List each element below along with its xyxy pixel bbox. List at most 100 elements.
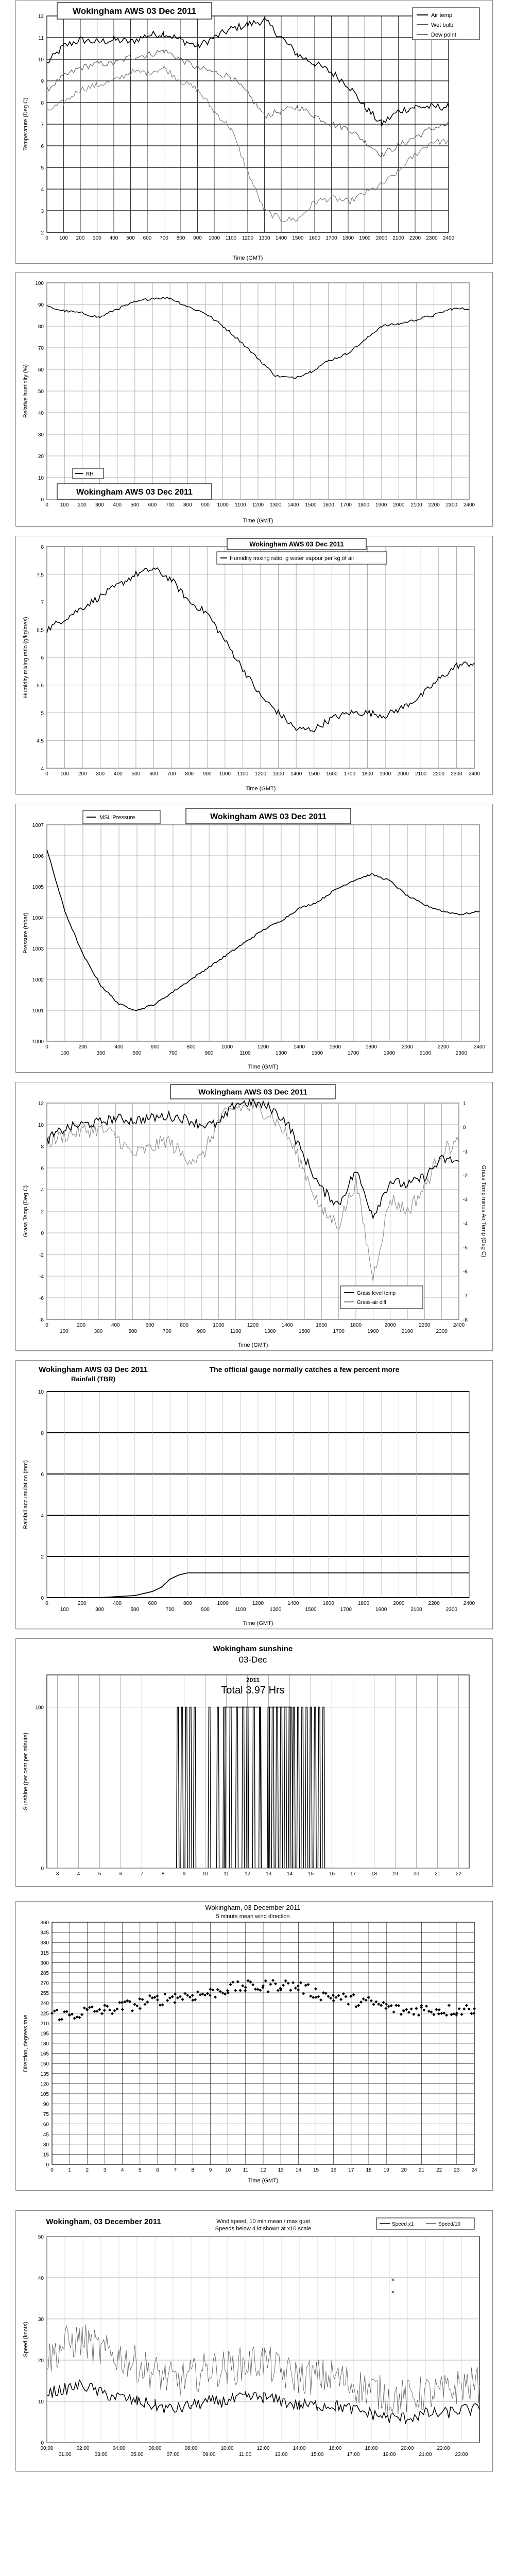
wdir-subtitle: 5 minute mean wind direction [216,1913,289,1920]
wdir-xtick-label: 16 [331,2167,337,2173]
mix-xlabel: Time (GMT) [246,786,276,792]
wdir-point: ◆ [299,1980,303,1985]
wdir-point: ◆ [314,1986,318,1991]
wdir-point: ◆ [176,1995,180,2000]
wdir-xtick-label: 17 [348,2167,354,2173]
sun-bar [180,1706,184,1869]
temp-ytick-label: 11 [39,36,44,41]
press-xtick-label: 900 [205,1050,214,1056]
sun-bar [305,1706,308,1869]
wspd-xtick-label: 19:00 [383,2452,396,2458]
wdir-point: ◆ [216,1987,220,1992]
wdir-point: ◆ [286,1980,290,1985]
wspd-xtick-label: 07:00 [166,2452,179,2458]
rh-xtick-label: 1400 [287,502,299,508]
press-ytick-label: 1005 [32,885,44,890]
wdir-point: ◆ [450,2012,454,2017]
temp-series-wet-bulb [46,49,449,158]
wdir-point: ◆ [420,2005,423,2009]
sun-bar [300,1706,304,1869]
mix-xtick-label: 1700 [344,771,356,777]
wdir-point: ◆ [327,1994,330,1998]
wdir-point: ◆ [251,1982,255,1987]
mix-xtick-label: 1100 [237,771,249,777]
rainfall-chart: 0246810010020030040050060070080090010001… [23,1365,475,1626]
press-xtick-label: 600 [151,1044,160,1050]
press-xtick-label: 300 [97,1050,106,1056]
wdir-ylabel: Direction, degrees true [23,2014,29,2072]
wdir-point: ◆ [289,1988,293,1992]
wdir-point: ◆ [354,2004,358,2009]
wdir-point: ◆ [284,1978,288,1983]
wdir-point: ◆ [191,1993,195,1997]
rh-ylabel: Relative humidity (%) [23,364,29,418]
press-xtick-label: 1900 [384,1050,396,1056]
wdir-point: ◆ [73,2016,77,2021]
wdir-point: ◆ [266,1989,270,1994]
sun-date: 03-Dec [239,1655,267,1665]
sun-xtick-label: 5 [98,1871,101,1877]
press-xtick-label: 1200 [258,1044,269,1050]
rh-xtick-label: 500 [130,502,139,508]
wdir-point: ◆ [121,2007,125,2012]
wdir-point: ◆ [161,2003,164,2007]
press-xtick-label: 800 [187,1044,196,1050]
sun-bar [279,1706,283,1869]
wdir-point: ◆ [377,2002,381,2006]
wdir-point: ◆ [156,1997,160,2002]
grass-legend-label: Grass level temp [357,1291,396,1296]
wdir-xtick-label: 22 [436,2167,442,2173]
grass-xtick-label: 900 [197,1329,206,1334]
wspd-ytick-label: 30 [38,2317,44,2323]
rain-xtick-label: 1600 [323,1601,335,1606]
wdir-point: ◆ [85,2007,89,2012]
wdir-point: ◆ [352,1992,356,1997]
wspd-xtick-label: 08:00 [184,2446,197,2451]
wdir-xtick-label: 3 [104,2167,107,2173]
rh-ytick-label: 20 [38,454,44,460]
rh-xtick-label: 1700 [340,502,352,508]
mix-xtick-label: 1900 [380,771,391,777]
mix-series-line [46,567,475,733]
rain-xtick-label: 900 [201,1607,210,1613]
wdir-point: ◆ [113,2008,117,2013]
wspd-xtick-label: 14:00 [293,2446,305,2451]
grass-xtick-label: 1800 [350,1323,362,1328]
press-xtick-label: 500 [133,1050,142,1056]
rh-ytick-label: 40 [38,411,44,416]
grass-xtick-label: 1500 [299,1329,311,1334]
wdir-point: ◆ [309,1994,313,1998]
wdir-point: ◆ [118,2000,122,2005]
rain-xtick-label: 2400 [464,1601,475,1606]
wdir-xtick-label: 1 [68,2167,71,2173]
rain-ytick-label: 6 [41,1472,44,1478]
wdir-point: ◆ [271,1978,275,1982]
wdir-point: ◆ [203,1992,207,1997]
rh-xtick-label: 1300 [270,502,282,508]
wdir-point: ◆ [71,2012,74,2016]
temp-xtick-label: 1800 [342,235,354,241]
grass-y2tick-label: -5 [463,1245,468,1251]
sun-bar [188,1706,192,1869]
wspd-xtick-label: 15:00 [311,2452,323,2458]
grass-ytick-label: -8 [39,1317,44,1323]
wdir-point: ◆ [224,1992,227,1996]
wdir-xtick-label: 0 [50,2167,54,2173]
wspd-ytick-label: 10 [38,2399,44,2405]
temp-xtick-label: 2000 [376,235,388,241]
wdir-point: ◆ [427,2009,431,2013]
wdir-point: ◆ [211,1987,215,1992]
grass-xtick-label: 400 [111,1323,120,1328]
wdir-point: ◆ [364,1998,368,2003]
temp-xtick-label: 1100 [226,235,237,241]
rh-xlabel: Time (GMT) [243,518,273,524]
rain-xtick-label: 2200 [428,1601,440,1606]
wdir-point: ◆ [151,1995,154,2000]
wdir-point: ◆ [75,2014,79,2019]
wdir-point: ◆ [332,1993,335,1997]
wdir-point: ◆ [209,1993,212,1997]
wdir-point: ◆ [254,1987,258,1991]
rain-xtick-label: 2100 [410,1607,422,1613]
wdir-point: ◆ [156,1994,159,1998]
wdir-ytick-label: 360 [40,1920,49,1926]
